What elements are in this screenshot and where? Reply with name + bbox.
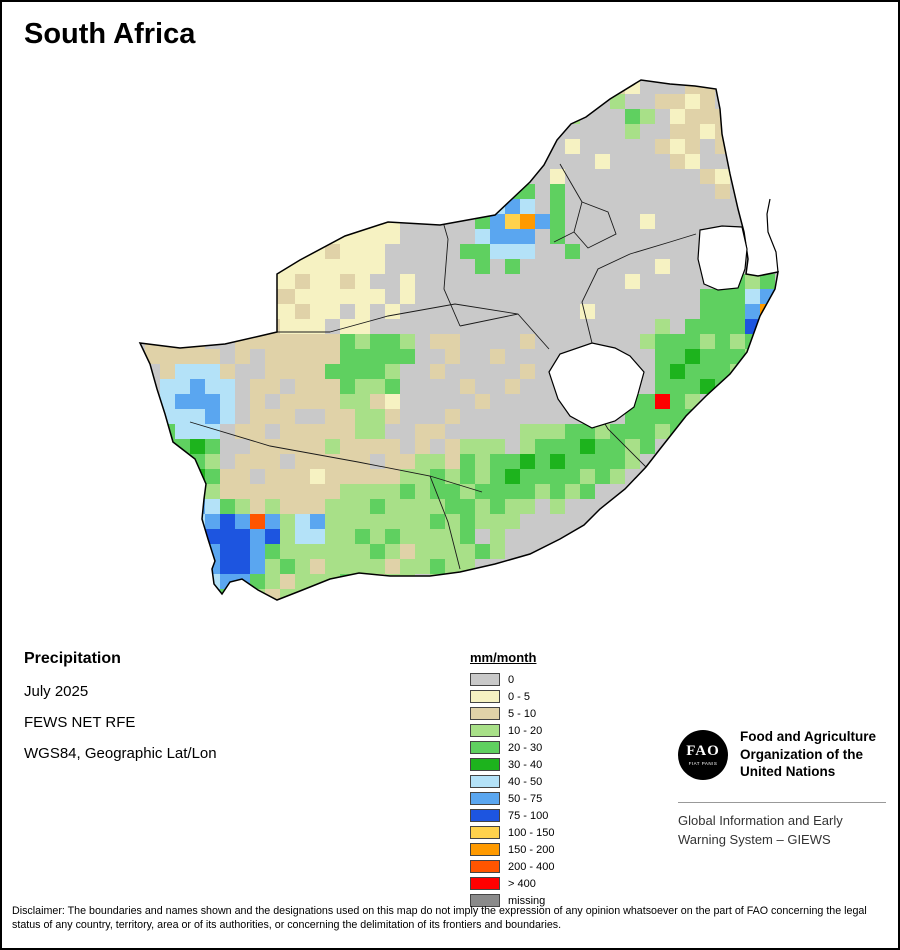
legend-swatch	[470, 792, 500, 805]
legend-label: 100 - 150	[508, 826, 555, 839]
info-source: FEWS NET RFE	[24, 714, 136, 731]
legend-item: 30 - 40	[470, 758, 554, 771]
precipitation-raster	[140, 80, 778, 600]
legend-swatch	[470, 894, 500, 907]
legend-item: 200 - 400	[470, 860, 554, 873]
legend-swatch	[470, 843, 500, 856]
info-heading: Precipitation	[24, 650, 121, 667]
fao-logo-subtext: FIAT PANIS	[688, 761, 718, 766]
legend-label: 20 - 30	[508, 741, 543, 754]
disclaimer-text: Disclaimer: The boundaries and names sho…	[12, 905, 867, 931]
legend-label: 5 - 10	[508, 707, 537, 720]
page-title: South Africa	[24, 18, 196, 50]
legend-label: missing	[508, 894, 546, 907]
legend-swatch	[470, 707, 500, 720]
mozambique-coastline	[766, 198, 779, 273]
legend-item: 100 - 150	[470, 826, 554, 839]
legend-label: 40 - 50	[508, 775, 543, 788]
legend-label: > 400	[508, 877, 536, 890]
legend-item: missing	[470, 894, 554, 907]
divider	[678, 802, 886, 803]
legend-swatch	[470, 877, 500, 890]
legend-item: 75 - 100	[470, 809, 554, 822]
legend-swatch	[470, 775, 500, 788]
legend: mm/month 0 0 - 5 5 - 10 10 - 20 20 - 30 30 - …	[470, 650, 554, 911]
legend-item: 50 - 75	[470, 792, 554, 805]
giews-label: Global Information and Early Warning Sys…	[678, 812, 843, 849]
fao-logo: FAO FIAT PANIS	[678, 730, 728, 780]
legend-swatch	[470, 826, 500, 839]
legend-swatch	[470, 690, 500, 703]
info-projection: WGS84, Geographic Lat/Lon	[24, 745, 217, 762]
legend-item: 10 - 20	[470, 724, 554, 737]
legend-item: > 400	[470, 877, 554, 890]
legend-swatch	[470, 860, 500, 873]
legend-item: 5 - 10	[470, 707, 554, 720]
legend-items: 0 0 - 5 5 - 10 10 - 20 20 - 30 30 - 40 40 - 50…	[470, 673, 554, 907]
giews-line: Global Information and Early	[678, 813, 843, 828]
precipitation-map	[130, 64, 790, 619]
legend-item: 150 - 200	[470, 843, 554, 856]
legend-label: 75 - 100	[508, 809, 549, 822]
legend-label: 0	[508, 673, 515, 686]
legend-title: mm/month	[470, 650, 537, 665]
legend-label: 30 - 40	[508, 758, 543, 771]
legend-swatch	[470, 673, 500, 686]
legend-item: 20 - 30	[470, 741, 554, 754]
legend-label: 10 - 20	[508, 724, 543, 737]
legend-swatch	[470, 809, 500, 822]
south-africa-map-svg	[138, 79, 779, 601]
south-africa-outline	[138, 79, 779, 601]
map-info-block: Precipitation July 2025 FEWS NET RFE WGS…	[24, 650, 217, 776]
legend-item: 40 - 50	[470, 775, 554, 788]
giews-line: Warning System – GIEWS	[678, 831, 831, 847]
legend-swatch	[470, 741, 500, 754]
legend-swatch	[470, 758, 500, 771]
fao-name-line: United Nations	[740, 764, 836, 779]
info-date: July 2025	[24, 683, 89, 700]
legend-swatch	[470, 724, 500, 737]
lesotho-cutout	[548, 342, 645, 429]
fao-logo-text: FAO	[686, 743, 720, 759]
legend-label: 0 - 5	[508, 690, 531, 703]
legend-item: 0 - 5	[470, 690, 554, 703]
legend-label: 150 - 200	[508, 843, 555, 856]
fao-name: Food and Agriculture Organization of the…	[740, 728, 876, 781]
legend-item: 0	[470, 673, 554, 686]
legend-label: 50 - 75	[508, 792, 543, 805]
fao-name-line: Organization of the	[740, 746, 863, 762]
legend-label: 200 - 400	[508, 860, 555, 873]
eswatini-cutout	[697, 225, 748, 291]
fao-name-line: Food and Agriculture	[740, 729, 876, 744]
